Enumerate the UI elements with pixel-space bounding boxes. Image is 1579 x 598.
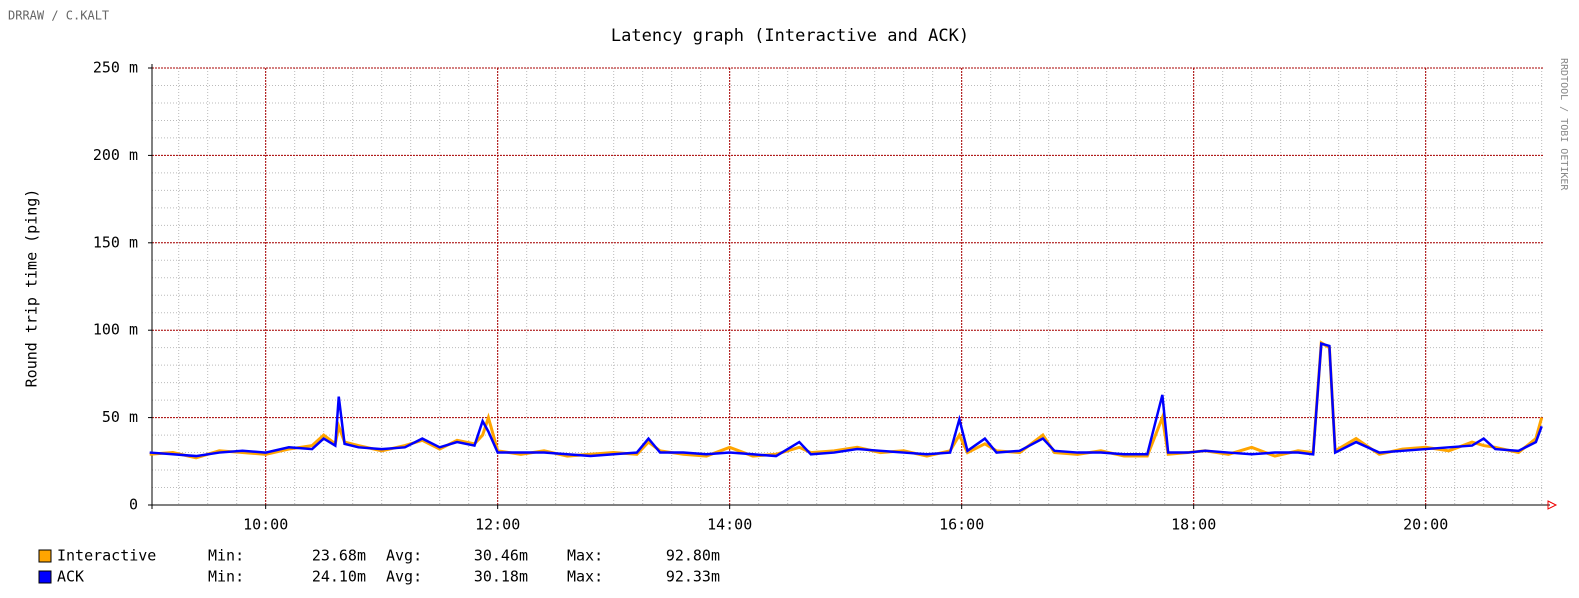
x-tick-label: 14:00 [707,516,752,534]
x-tick-label: 20:00 [1403,516,1448,534]
legend-label: Interactive [57,547,156,565]
legend-stat-value: 92.80m [666,547,720,565]
legend-stat-label: Min: [208,568,244,586]
y-axis-label: Round trip time (ping) [23,189,41,388]
legend-stat-label: Max: [567,547,603,565]
legend-stat-label: Avg: [386,547,422,565]
chart-title: Latency graph (Interactive and ACK) [611,26,969,46]
credit-left: DRRAW / C.KALT [8,9,109,23]
x-tick-label: 16:00 [939,516,984,534]
x-tick-label: 12:00 [475,516,520,534]
legend-swatch [38,549,52,563]
credit-right: RRDTOOL / TOBI OETIKER [1558,58,1569,191]
y-tick-label: 0 [129,496,138,514]
y-tick-label: 100 m [93,321,138,339]
axis-arrow [1547,500,1558,510]
legend-stat-value: 30.18m [474,568,528,586]
legend-stat-value: 24.10m [312,568,366,586]
y-tick-label: 50 m [102,408,138,426]
legend-label: ACK [57,568,84,586]
legend-stat-label: Max: [567,568,603,586]
legend-stat-label: Min: [208,547,244,565]
y-tick-label: 200 m [93,146,138,164]
series-line [149,341,1543,458]
x-tick-label: 10:00 [243,516,288,534]
legend-swatch [38,570,52,584]
legend-stat-value: 30.46m [474,547,528,565]
legend-stat-value: 92.33m [666,568,720,586]
legend-stat-value: 23.68m [312,547,366,565]
y-tick-label: 250 m [93,59,138,77]
y-tick-label: 150 m [93,233,138,251]
x-tick-label: 18:00 [1171,516,1216,534]
legend-stat-label: Avg: [386,568,422,586]
